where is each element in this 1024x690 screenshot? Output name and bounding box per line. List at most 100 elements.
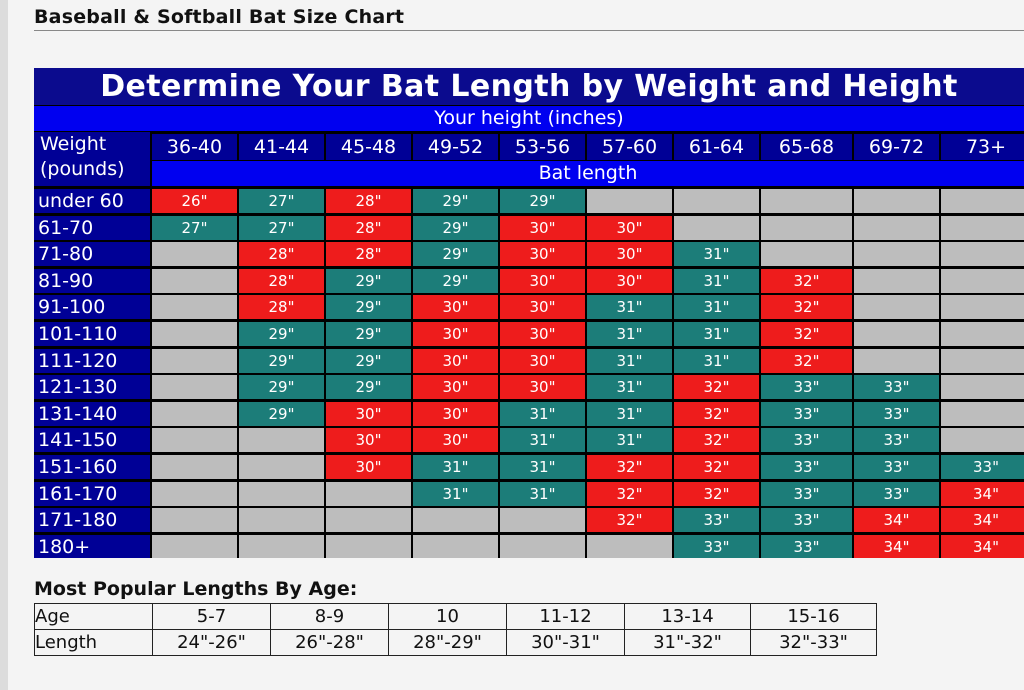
bat-length-cell: 31" [674, 242, 759, 266]
bat-length-cell: 29" [413, 242, 498, 266]
bat-length-cell: 28" [326, 216, 411, 240]
length-row: Length 24"-26" 26"-28" 28"-29" 30"-31" 3… [34, 629, 877, 656]
age-cell: 11-12 [506, 603, 625, 630]
bat-length-cell: 32" [761, 295, 852, 319]
bat-length-cell: 31" [674, 295, 759, 319]
bat-length-cell: 27" [239, 216, 324, 240]
bat-length-cell: 34" [941, 508, 1024, 532]
bat-length-cell: 28" [326, 242, 411, 266]
height-axis-label: Your height (inches) [34, 106, 1024, 131]
chart-title: Determine Your Bat Length by Weight and … [34, 68, 1024, 105]
empty-cell [152, 428, 237, 452]
bat-length-cell: 30" [500, 375, 585, 399]
height-header-cell: 57-60 [587, 134, 672, 160]
empty-cell [854, 269, 939, 293]
empty-cell [413, 508, 498, 532]
bat-length-cell: 30" [413, 428, 498, 452]
bat-length-cell: 30" [587, 242, 672, 266]
bat-length-cell: 28" [239, 242, 324, 266]
bat-length-cell: 31" [413, 482, 498, 506]
bat-length-cell: 29" [413, 216, 498, 240]
bat-length-cell: 31" [500, 455, 585, 479]
bat-length-cell: 32" [587, 482, 672, 506]
age-row: Age 5-7 8-9 10 11-12 13-14 15-16 [34, 603, 877, 630]
bat-length-cell: 29" [239, 375, 324, 399]
length-cell: 32"-33" [750, 629, 877, 656]
bat-length-cell: 29" [500, 189, 585, 213]
empty-cell [674, 189, 759, 213]
age-cell: 10 [388, 603, 507, 630]
length-cell: 24"-26" [152, 629, 271, 656]
bat-length-cell: 31" [500, 482, 585, 506]
height-header-cell: 61-64 [674, 134, 759, 160]
bat-length-cell: 29" [326, 349, 411, 373]
bat-length-cell: 29" [239, 402, 324, 426]
empty-cell [941, 402, 1024, 426]
empty-cell [761, 216, 852, 240]
bat-length-cell: 30" [326, 455, 411, 479]
weight-label-line1: Weight [40, 133, 107, 155]
bat-length-cell: 32" [674, 482, 759, 506]
bat-length-cell: 30" [500, 216, 585, 240]
weight-row-header: 141-150 [34, 428, 150, 452]
bat-length-cell: 33" [674, 535, 759, 558]
empty-cell [854, 189, 939, 213]
height-header-cell: 65-68 [761, 134, 852, 160]
length-cell: 26"-28" [270, 629, 389, 656]
bat-length-cell: 33" [761, 455, 852, 479]
bat-length-cell: 32" [587, 508, 672, 532]
weight-label-line2: (pounds) [40, 158, 125, 180]
length-cell: 28"-29" [388, 629, 507, 656]
age-cell: 5-7 [152, 603, 271, 630]
weight-row-header: 71-80 [34, 242, 150, 266]
bat-length-cell: 34" [941, 482, 1024, 506]
empty-cell [941, 242, 1024, 266]
bat-length-cell: 30" [326, 402, 411, 426]
bat-length-cell: 30" [500, 269, 585, 293]
empty-cell [239, 535, 324, 558]
bat-size-chart: Determine Your Bat Length by Weight and … [34, 68, 1024, 558]
bat-length-cell: 31" [413, 455, 498, 479]
weight-row-header: 81-90 [34, 269, 150, 293]
length-cell: 30"-31" [506, 629, 625, 656]
height-header-cell: 49-52 [413, 134, 498, 160]
bat-length-cell: 32" [587, 455, 672, 479]
empty-cell [941, 428, 1024, 452]
empty-cell [587, 535, 672, 558]
bat-length-cell: 33" [761, 508, 852, 532]
bat-length-cell: 31" [674, 322, 759, 346]
bat-length-cell: 33" [761, 402, 852, 426]
empty-cell [941, 375, 1024, 399]
weight-row-header: 61-70 [34, 216, 150, 240]
bat-length-cell: 30" [500, 242, 585, 266]
bat-length-cell: 33" [941, 455, 1024, 479]
age-cell: 13-14 [624, 603, 751, 630]
bat-length-cell: 34" [941, 535, 1024, 558]
bat-length-cell: 32" [674, 428, 759, 452]
bat-length-cell: 29" [326, 269, 411, 293]
empty-cell [854, 242, 939, 266]
bat-length-cell: 30" [413, 375, 498, 399]
length-row-header: Length [34, 629, 153, 656]
weight-row-header: 101-110 [34, 322, 150, 346]
bat-length-cell: 33" [761, 482, 852, 506]
bat-length-cell: 30" [413, 349, 498, 373]
bat-length-cell: 32" [674, 402, 759, 426]
empty-cell [152, 242, 237, 266]
empty-cell [500, 535, 585, 558]
popular-lengths-title: Most Popular Lengths By Age: [34, 578, 358, 600]
bat-length-cell: 32" [674, 455, 759, 479]
weight-row-header: 131-140 [34, 402, 150, 426]
bat-length-cell: 29" [326, 322, 411, 346]
empty-cell [152, 508, 237, 532]
bat-length-cell: 28" [326, 189, 411, 213]
weight-row-header: 161-170 [34, 482, 150, 506]
weight-row-header: under 60 [34, 189, 150, 213]
bat-length-cell: 31" [587, 322, 672, 346]
bat-length-cell: 30" [587, 269, 672, 293]
weight-row-header: 151-160 [34, 455, 150, 479]
bat-length-cell: 33" [854, 482, 939, 506]
empty-cell [152, 322, 237, 346]
empty-cell [941, 349, 1024, 373]
bat-length-cell: 31" [674, 269, 759, 293]
